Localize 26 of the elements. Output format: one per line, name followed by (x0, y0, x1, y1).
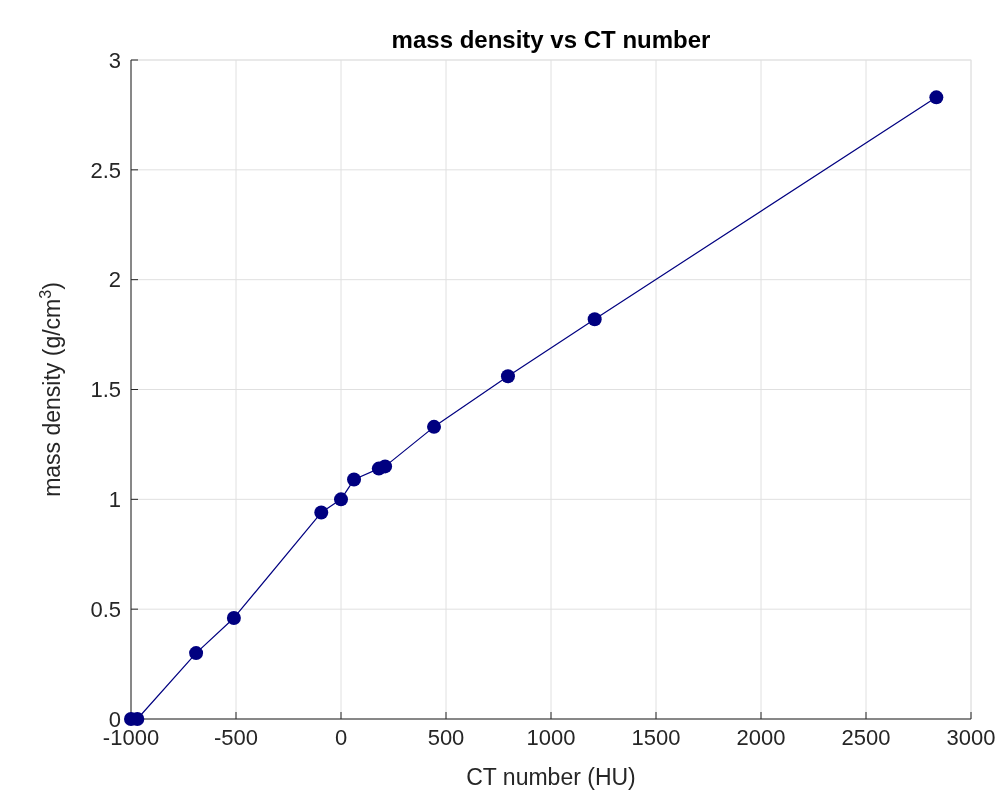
point (334, 492, 348, 507)
x-tick-label: 0 (334, 725, 348, 750)
x-axis-title: CT number (HU) (466, 764, 636, 790)
point (226, 610, 241, 625)
y-tick-label: 3 (108, 47, 121, 73)
point (378, 459, 393, 474)
x-tick-label: 1000 (526, 725, 576, 750)
x-tick-label: -500 (213, 725, 259, 750)
x-tick-label: 2000 (736, 725, 786, 750)
point (189, 646, 204, 661)
y-tick-label: 1 (108, 487, 121, 513)
x-tick-label: 500 (427, 725, 465, 750)
point (587, 312, 602, 327)
chart-title: mass density vs CT number (391, 26, 711, 53)
point (929, 90, 944, 105)
x-tick-label: 2500 (841, 725, 891, 750)
y-tick-label: 1.5 (90, 377, 121, 403)
point (427, 419, 442, 434)
point (500, 369, 515, 384)
x-tick-label: 1500 (631, 725, 681, 750)
y-tick-label: 2.5 (90, 157, 121, 183)
y-tick-label: 2 (108, 267, 121, 293)
point (314, 505, 329, 520)
x-tick-label: 3000 (946, 725, 996, 750)
point (347, 472, 362, 487)
y-tick-label: 0.5 (90, 596, 121, 622)
